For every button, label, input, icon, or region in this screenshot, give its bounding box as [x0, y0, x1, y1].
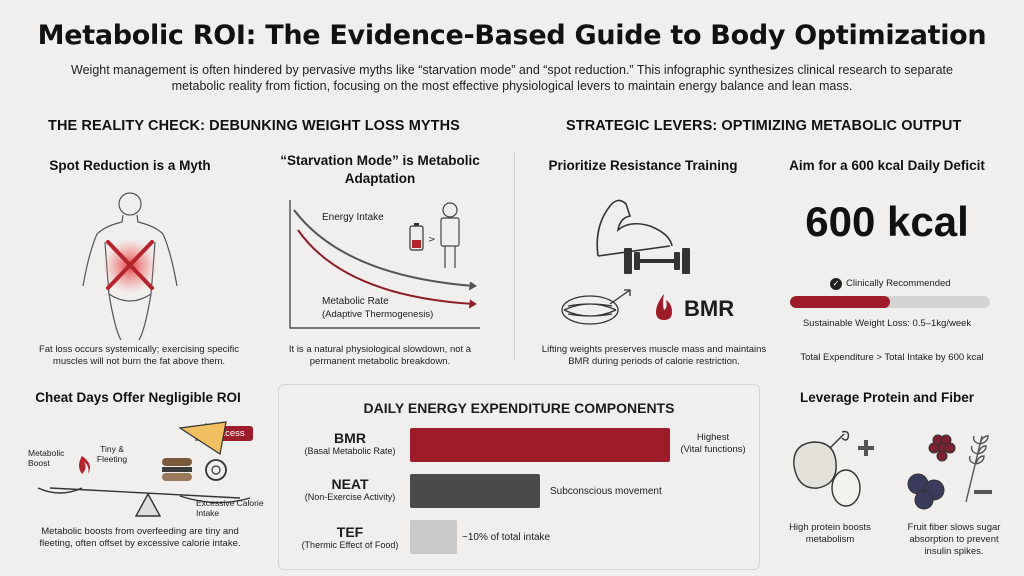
row-bmr-label: BMR (Basal Metabolic Rate) [290, 430, 410, 456]
page-subtitle: Weight management is often hindered by p… [71, 63, 953, 93]
chicken-icon [793, 430, 850, 489]
muscle-fiber-icon [561, 289, 631, 325]
dumbbell-icon [624, 248, 690, 274]
starvation-caption: It is a natural physiological slowdown, … [288, 344, 472, 367]
row-note: Highest [696, 432, 730, 443]
row-neat-label: NEAT (Non-Exercise Activity) [290, 476, 410, 502]
bmr-label: BMR [684, 296, 735, 321]
resistance-caption: Lifting weights preserves muscle mass an… [541, 344, 767, 367]
row-name: NEAT [331, 476, 369, 492]
fiber-caption: Fruit fiber slows sugar absorption to pr… [907, 522, 1001, 557]
metabolic-boost-label: Metabolic Boost [28, 448, 65, 468]
flame-icon [79, 456, 90, 474]
spot-caption: Fat loss occurs systemically; exercising… [38, 344, 240, 367]
flame-icon [656, 294, 672, 320]
adaptation-chart: > [289, 200, 480, 329]
tiny-fleeting-label: Tiny & Fleeting [96, 444, 128, 464]
starvation-title: “Starvation Mode” is Metabolic Adaptatio… [280, 153, 480, 186]
row-tef-label: TEF (Thermic Effect of Food) [290, 524, 410, 550]
energy-intake-label: Energy Intake [322, 212, 384, 223]
plus-icon [858, 440, 874, 456]
row-note-sub: (Vital functions) [680, 444, 746, 455]
spot-title: Spot Reduction is a Myth [49, 158, 211, 173]
expenditure-bar-neat [410, 474, 540, 508]
cheat-caption: Metabolic boosts from overfeeding are ti… [39, 526, 241, 549]
row-sub: (Basal Metabolic Rate) [304, 446, 396, 456]
row-sub: (Non-Exercise Activity) [304, 492, 396, 502]
page-title: Metabolic ROI: The Evidence-Based Guide … [37, 20, 987, 51]
food-icon [162, 421, 227, 481]
minus-icon [974, 490, 992, 494]
myths-heading: THE REALITY CHECK: DEBUNKING WEIGHT LOSS… [48, 118, 460, 134]
check-icon: ✓ [830, 278, 842, 290]
row-name: TEF [336, 524, 364, 540]
resistance-title: Prioritize Resistance Training [548, 158, 738, 173]
cheat-title: Cheat Days Offer Negligible ROI [35, 390, 241, 405]
levers-heading: STRATEGIC LEVERS: OPTIMIZING METABOLIC O… [566, 118, 962, 134]
deficit-value: 600 kcal [805, 198, 969, 245]
section-divider [514, 152, 515, 360]
svg-text:>: > [428, 235, 436, 245]
row-name: BMR [334, 430, 366, 446]
wheat-icon [965, 435, 989, 503]
deficit-progress [790, 296, 990, 308]
expenditure-bar-tef [410, 520, 457, 554]
body-icon [82, 192, 178, 340]
row-sub: (Thermic Effect of Food) [301, 540, 399, 550]
recommended-badge: Clinically Recommended [846, 278, 951, 289]
egg-icon [831, 469, 861, 507]
flexed-arm-icon [596, 199, 673, 257]
deficit-title: Aim for a 600 kcal Daily Deficit [789, 158, 985, 173]
excessive-intake-label: Excessive Calorie Intake [196, 498, 264, 518]
deficit-progress-fill [790, 296, 890, 308]
expenditure-panel [278, 384, 760, 570]
metabolic-rate-sublabel: (Adaptive Thermogenesis) [322, 309, 434, 320]
weight-loss-rate: Sustainable Weight Loss: 0.5–1kg/week [802, 318, 972, 329]
berries-icon [907, 434, 956, 510]
expenditure-bar-bmr [410, 428, 670, 462]
protein-caption: High protein boosts metabolism [789, 522, 871, 545]
row-bmr-note: Highest (Vital functions) [676, 432, 750, 456]
metabolic-rate-label: Metabolic Rate [322, 296, 389, 307]
row-tef-note: ~10% of total intake [462, 532, 551, 543]
protein-title: Leverage Protein and Fiber [799, 390, 975, 405]
person-icon [440, 202, 460, 268]
row-neat-note: Subconscious movement [550, 486, 662, 497]
deficit-equation: Total Expenditure > Total Intake by 600 … [800, 352, 984, 363]
scale-icon [37, 421, 251, 517]
expenditure-heading: DAILY ENERGY EXPENDITURE COMPONENTS [363, 400, 675, 416]
